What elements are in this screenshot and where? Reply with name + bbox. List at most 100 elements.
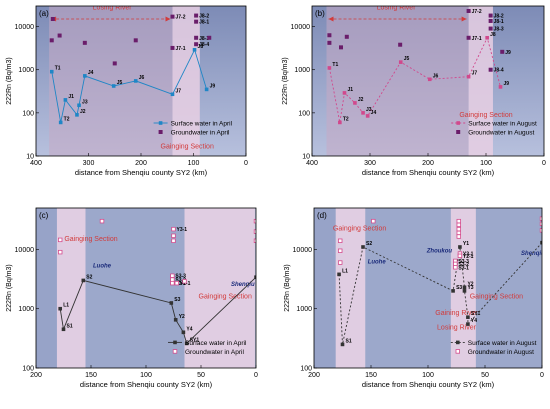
panel-label: (c) [39,211,49,220]
surface-point [63,98,68,102]
groundwater-point [182,279,187,284]
point-label: J8-2 [199,14,209,20]
surface-point [466,315,470,319]
series-line [338,242,542,345]
groundwater-point [58,249,63,255]
groundwater-point [344,34,349,39]
x-tick-label: 400 [306,160,318,167]
chart-panel: Gainging Section Gainging Section Luohe She… [6,207,269,389]
point-label: J8-4 [199,42,209,48]
groundwater-point [171,238,176,243]
surface-point [81,278,86,283]
point-label: SY1 [471,311,481,317]
point-label: L1 [342,268,348,274]
groundwater-point [170,273,175,278]
point-label: T2 [343,116,349,122]
groundwater-point [58,237,63,243]
point-label: J9 [504,81,510,87]
surface-point [353,101,357,105]
annotation-label: Gainging Section [161,143,214,150]
gaining-band [172,6,200,156]
plot-area: Gainging Section Gainging Section Luohe She… [36,208,269,368]
groundwater-point [338,260,343,265]
x-tick-label: 0 [540,372,544,379]
point-label: S2 [86,274,92,280]
point-label: S3-3 [175,274,186,280]
surface-point [540,240,542,245]
annotation-label: Luohe [368,259,387,265]
surface-point [58,306,62,311]
losing-band [326,6,469,156]
point-label: Y3-1 [177,227,188,233]
y-tick-label: 10000 [15,24,35,31]
x-axis-label: distance from Shenqiu county SY2 (km) [80,380,213,389]
groundwater-point [456,218,461,224]
groundwater-point [207,35,212,40]
groundwater-point [338,248,343,253]
groundwater-point [539,216,542,221]
x-tick-label: 200 [135,160,147,167]
point-label: T2 [64,116,70,122]
point-label: SY2 [259,271,269,277]
point-label: J8-1 [494,19,504,25]
groundwater-point [327,40,332,45]
surface-point [204,87,209,92]
point-label: J5 [117,80,123,86]
surface-point [61,327,66,332]
y-tick-label: 1000 [296,306,312,313]
point-label: J8 [490,32,496,38]
y-tick-label: 10000 [293,247,313,254]
point-label: J8-1 [199,20,209,26]
point-label: Y1 [463,241,469,247]
chart-panel: Losing River Gainging Section J7-2 J7-1 J8-2… [6,5,248,177]
surface-point [466,322,470,326]
point-label: J6 [139,75,145,81]
panel-label: (d) [317,211,327,220]
groundwater-point [194,13,199,18]
groundwater-point [171,226,176,232]
annotation-label: Shenqiu [231,282,255,288]
x-tick-label: 100 [140,372,152,379]
surface-point [254,275,256,280]
point-label: J6 [433,73,439,79]
y-tick-label: 10000 [291,24,311,31]
groundwater-point [488,67,493,72]
shade-region [365,208,451,368]
groundwater-point [371,218,376,224]
arrow-head [165,16,171,22]
point-label: J8-3 [494,27,504,33]
surface-point [181,330,186,335]
shade-region [475,208,542,368]
x-tick-label: 150 [365,372,377,379]
groundwater-point [488,18,493,23]
y-tick-label: 100 [22,366,34,373]
annotation-label: Gainging Section [459,112,512,119]
point-label: Y3-1 [463,252,474,258]
panel-label: (a) [39,9,49,18]
surface-point [173,318,178,322]
point-label: Y2-1 [180,281,191,287]
groundwater-point [194,42,199,47]
point-label: S3 [456,285,462,291]
surface-point [451,289,455,293]
point-label: J7-1 [176,46,186,52]
groundwater-point [327,33,332,38]
surface-point [338,120,342,125]
point-label: J8 [198,44,204,50]
groundwater-point [170,45,175,50]
groundwater-point [456,234,461,239]
point-label: J8-4 [494,68,504,74]
groundwater-point [539,228,542,233]
x-axis-label: distance from Shenqiu county SY2 (km) [362,168,495,177]
point-label: SY1 [190,337,200,343]
point-label: Y2 [179,314,185,320]
groundwater-point [194,35,199,40]
x-tick-label: 300 [83,160,95,167]
point-label: J8-3 [199,36,209,42]
point-label: S1 [346,338,352,344]
surface-point [49,69,54,74]
point-label: J9 [505,50,511,56]
shade-region [36,208,57,368]
legend-marker [173,340,177,345]
x-tick-label: 150 [85,372,97,379]
